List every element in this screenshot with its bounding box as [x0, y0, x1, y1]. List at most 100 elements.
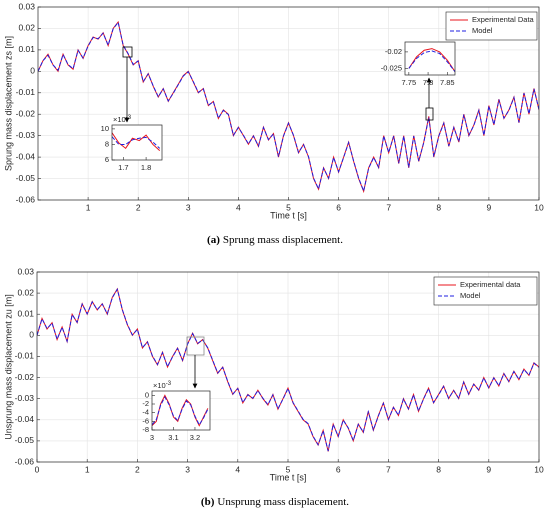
legend-box [433, 276, 538, 306]
y-tick-label: -0.05 [15, 435, 35, 445]
y-tick-label: -0.025 [381, 63, 402, 72]
legend-label: Model [460, 291, 481, 300]
x-tick-label: 8 [436, 202, 441, 212]
y-tick-label: 8 [105, 139, 109, 148]
data-line [152, 394, 209, 427]
y-tick-label: -0.02 [16, 108, 36, 118]
caption: (a) Sprung mass displacement. [207, 234, 343, 246]
data-line [38, 21, 539, 193]
y-tick-label: -8 [142, 425, 149, 434]
main-chart: 0.03 0.02 0.01 0 -0.01 -0.02 -0.03 -0.04 -0.05 -0… [3, 1, 544, 245]
x-tick-label: 5 [286, 464, 291, 474]
y-tick-label: -0.01 [15, 351, 35, 361]
x-tick-label: 9 [486, 464, 491, 474]
multiplier-exponent: -3 [126, 115, 132, 121]
x-tick-label: 3 [185, 464, 190, 474]
y-tick-label: -0.05 [16, 173, 36, 183]
axes-box [404, 41, 456, 76]
series-group [408, 48, 455, 73]
series-group [38, 20, 539, 194]
main-chart: 0.03 0.02 0.01 0 -0.01 -0.02 -0.03 -0.04 -0.05 -0… [3, 266, 544, 507]
plot-area [405, 42, 455, 75]
y-axis-label: Sprung mass displacement zs [m] [3, 36, 13, 171]
y-tick-label: -2 [142, 399, 149, 408]
x-tick-label: 8 [436, 464, 441, 474]
caption-label: (a) [207, 234, 220, 246]
data-line [37, 288, 539, 452]
x-tick-label: 1 [85, 464, 90, 474]
y-multiplier: ×10-3 [153, 381, 172, 390]
x-tick-label: 6 [336, 202, 341, 212]
legend: Experimental data Model [433, 276, 538, 306]
legend-label: Model [472, 26, 493, 35]
y-tick-label: 0 [29, 330, 34, 340]
caption-label: (b) [201, 496, 215, 508]
x-tick-label: 2 [136, 202, 141, 212]
y-tick-label: 0.01 [17, 308, 34, 318]
x-tick-label: 1 [86, 202, 91, 212]
y-tick-label: -0.06 [16, 194, 36, 204]
y-tick-label: 0 [145, 390, 149, 399]
zoom-box [122, 46, 133, 58]
y-tick-label: -0.03 [16, 130, 36, 140]
x-tick-label: 7.85 [440, 78, 455, 87]
x-tick-label: 7 [386, 202, 391, 212]
multiplier-base: ×10 [113, 115, 126, 124]
legend: Experimental Data Model [445, 11, 538, 41]
axes-box [111, 124, 163, 161]
multiplier-base: ×10 [153, 381, 166, 390]
x-tick-label: 5 [286, 202, 291, 212]
y-tick-label: -6 [142, 416, 149, 425]
legend-label: Experimental Data [472, 15, 535, 24]
x-tick-label: 7 [386, 464, 391, 474]
y-tick-label: -0.04 [15, 414, 35, 424]
data-line [408, 50, 455, 73]
y-tick-label: -0.06 [15, 456, 35, 466]
x-axis-label: Time t [s] [270, 210, 307, 220]
data-line [112, 132, 161, 152]
y-tick-label: -0.02 [15, 372, 35, 382]
multiplier-exponent: -3 [166, 381, 172, 387]
data-line [152, 396, 209, 426]
axes-box [37, 6, 540, 201]
x-tick-label: 2 [135, 464, 140, 474]
y-tick-label: 0 [30, 66, 35, 76]
y-tick-label: -0.03 [15, 393, 35, 403]
x-tick-label: 4 [236, 202, 241, 212]
y-axis-label: Unsprung mass displacement zu [m] [3, 294, 13, 440]
caption-text: Unsprung mass displacement. [217, 496, 349, 508]
y-tick-label: -4 [142, 408, 149, 417]
y-tick-label: 0.02 [17, 287, 34, 297]
x-tick-label: 4 [235, 464, 240, 474]
y-tick-label: -0.01 [16, 87, 36, 97]
x-axis-label: Time t [s] [270, 472, 307, 482]
plot-area [112, 125, 162, 160]
x-tick-label: 1.7 [118, 163, 128, 172]
caption-text: Sprung mass displacement. [223, 234, 343, 246]
x-tick-label: 6 [336, 464, 341, 474]
inset-chart: 10 8 6 1.7 1.8 ×10-3 [101, 115, 163, 172]
x-tick-label: 7.75 [402, 78, 417, 87]
series-group [112, 132, 161, 152]
series-group [152, 394, 209, 427]
x-tick-label: 3.1 [168, 433, 178, 442]
x-tick-label: 3 [150, 433, 154, 442]
inset-chart: 0-2-4-6-83 3.1 3.2 ×10-3 [142, 381, 211, 442]
axes-box [36, 271, 540, 463]
x-tick-label: 9 [487, 202, 492, 212]
y-tick-label: 6 [105, 155, 109, 164]
y-tick-label: 10 [101, 124, 109, 133]
x-tick-label: 3.2 [190, 433, 200, 442]
x-tick-label: 3 [186, 202, 191, 212]
zoom-box [186, 336, 205, 356]
legend-box [445, 11, 538, 41]
y-tick-label: -0.04 [16, 151, 36, 161]
x-tick-label: 1.8 [141, 163, 151, 172]
y-tick-label: 0.01 [18, 44, 35, 54]
zoom-box [425, 107, 434, 121]
x-tick-label: 0 [35, 464, 40, 474]
y-tick-label: 0.02 [18, 23, 35, 33]
series-group [37, 287, 539, 452]
y-multiplier: ×10-3 [113, 115, 132, 124]
